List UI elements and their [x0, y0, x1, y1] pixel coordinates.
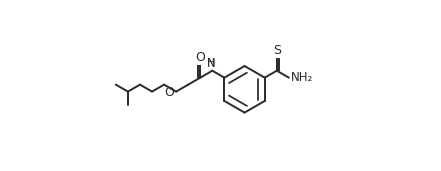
Text: O: O: [164, 86, 174, 99]
Text: N: N: [207, 57, 216, 70]
Text: H: H: [207, 58, 215, 68]
Text: S: S: [273, 44, 281, 57]
Text: O: O: [195, 51, 205, 64]
Text: NH₂: NH₂: [291, 71, 313, 84]
